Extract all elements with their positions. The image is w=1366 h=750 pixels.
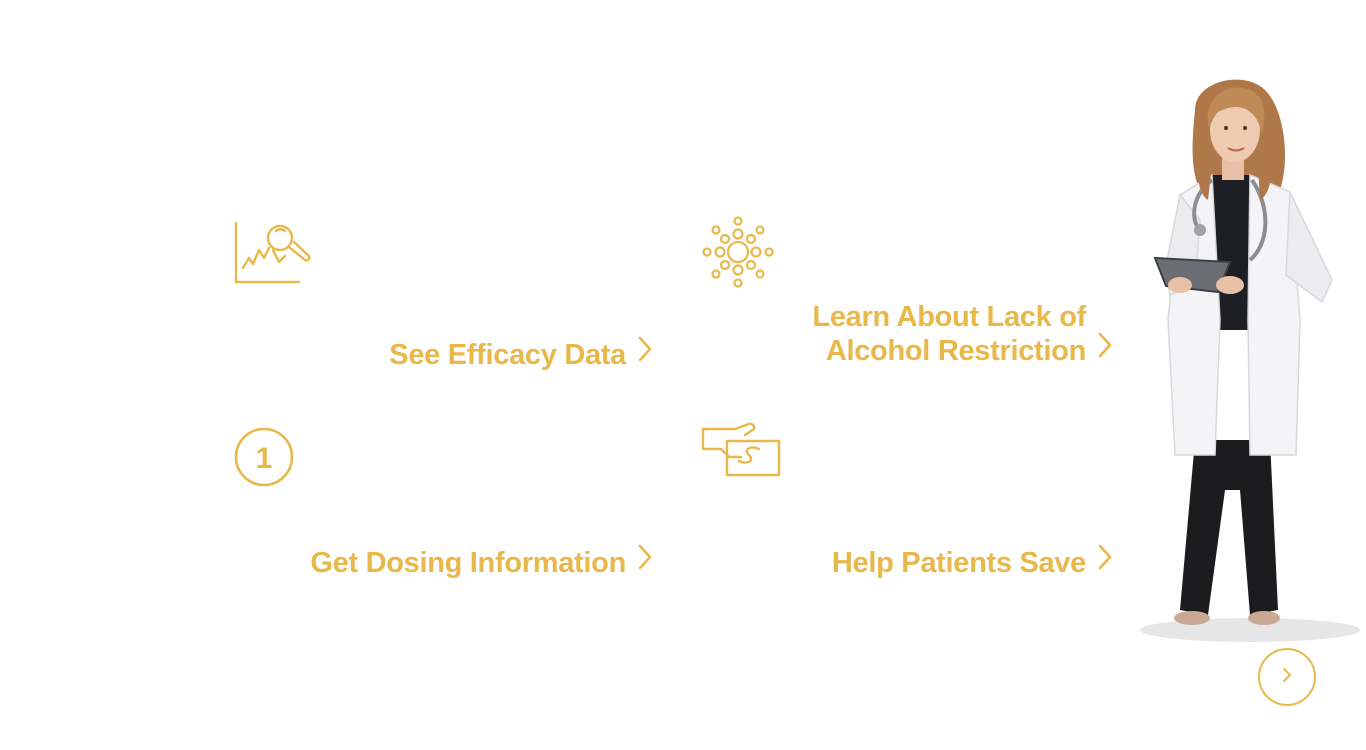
- molecule-icon: [701, 215, 775, 289]
- see-efficacy-data-label: See Efficacy Data: [389, 339, 626, 371]
- help-patients-save-link[interactable]: Help Patients Save: [760, 540, 1112, 580]
- alcohol-restriction-link[interactable]: Learn About Lack of Alcohol Restriction: [760, 296, 1112, 368]
- chevron-right-icon: [638, 544, 652, 578]
- see-efficacy-data-link[interactable]: See Efficacy Data: [300, 332, 652, 372]
- dosing-icon-number: 1: [256, 442, 273, 475]
- hand-money-icon: [701, 421, 783, 479]
- chart-magnifier-icon: [233, 220, 319, 286]
- chevron-right-icon: [638, 336, 652, 370]
- number-one-circle-icon: 1: [234, 427, 294, 487]
- chevron-right-icon: [1282, 667, 1292, 688]
- alcohol-restriction-label: Learn About Lack of Alcohol Restriction: [812, 301, 1086, 367]
- get-dosing-information-link[interactable]: Get Dosing Information: [240, 540, 652, 580]
- chevron-right-icon: [1098, 332, 1112, 366]
- help-patients-save-label: Help Patients Save: [831, 547, 1086, 579]
- doctor-image: [1100, 70, 1366, 650]
- get-dosing-information-label: Get Dosing Information: [310, 547, 626, 579]
- chevron-right-icon: [1098, 544, 1112, 578]
- next-slide-button[interactable]: [1258, 648, 1316, 706]
